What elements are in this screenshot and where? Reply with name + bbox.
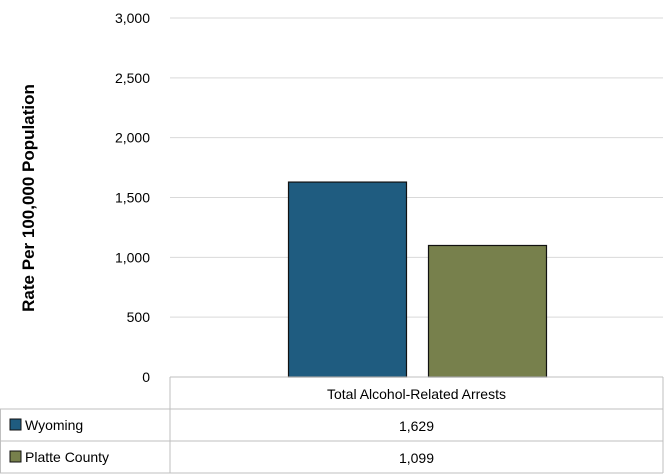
gridlines xyxy=(170,17,663,318)
bars xyxy=(287,181,548,378)
y-tick-label: 1,500 xyxy=(115,190,150,206)
legend-label: Platte County xyxy=(25,449,109,465)
y-tick-label: 1,000 xyxy=(115,249,150,265)
y-tick-label: 500 xyxy=(127,309,151,325)
legend-swatch xyxy=(9,450,22,463)
bar-wyoming xyxy=(287,181,408,378)
y-tick-label: 0 xyxy=(142,369,150,385)
data-table-value: 1,629 xyxy=(399,418,434,434)
y-tick-label: 3,000 xyxy=(115,10,150,26)
y-tick-label: 2,500 xyxy=(115,70,150,86)
bar-platte-county xyxy=(427,244,548,378)
data-table-value: 1,099 xyxy=(399,450,434,466)
legend-swatch xyxy=(9,418,22,431)
y-axis-ticks: 0 500 1,000 1,500 2,000 2,500 3,000 xyxy=(115,10,150,385)
data-table: Total Alcohol-Related Arrests Wyoming 1,62… xyxy=(0,376,664,474)
y-axis-label: Rate Per 100,000 Population xyxy=(19,84,38,312)
legend-label: Wyoming xyxy=(25,417,83,433)
x-category-label: Total Alcohol-Related Arrests xyxy=(327,386,506,402)
y-tick-label: 2,000 xyxy=(115,130,150,146)
